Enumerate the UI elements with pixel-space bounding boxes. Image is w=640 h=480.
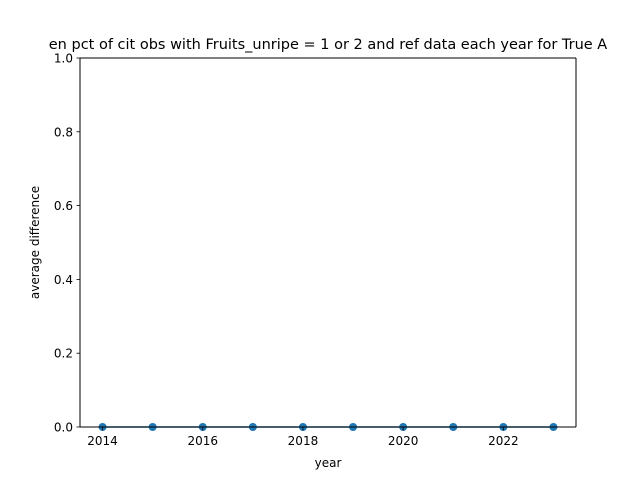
- plot-area: [80, 58, 576, 427]
- y-tick-label: 0.6: [54, 199, 73, 213]
- axes-frame: [79, 57, 577, 428]
- y-tick-label: 0.8: [54, 125, 73, 139]
- x-tick-label: 2014: [87, 434, 118, 448]
- y-tick-label: 0.4: [54, 273, 73, 287]
- x-axis-label: year: [315, 456, 342, 470]
- x-tick-label: 2018: [288, 434, 319, 448]
- y-tick-label: 1.0: [54, 52, 73, 66]
- x-axis-ticks: 2014 2016 2018 2020 2022: [87, 427, 519, 448]
- x-tick-label: 2022: [488, 434, 519, 448]
- x-tick-label: 2016: [187, 434, 218, 448]
- chart-title: en pct of cit obs with Fruits_unripe = 1…: [49, 37, 608, 53]
- x-tick-label: 2020: [388, 434, 419, 448]
- y-tick-label: 0.0: [54, 421, 73, 435]
- y-axis-label: average difference: [28, 186, 42, 299]
- y-axis-ticks: 0.0 0.2 0.4 0.6 0.8 1.0: [54, 52, 80, 435]
- y-tick-label: 0.2: [54, 347, 73, 361]
